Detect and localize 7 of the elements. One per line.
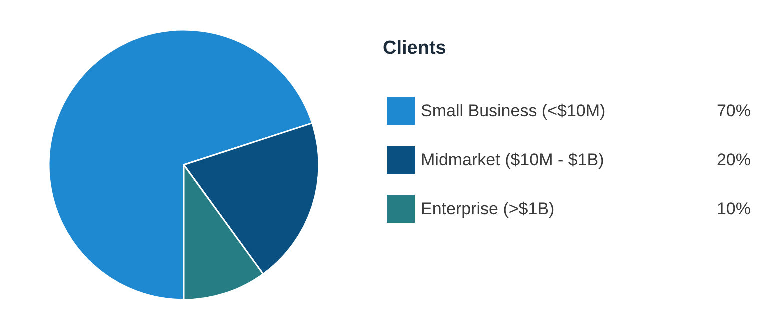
data-label: 70% — [716, 102, 751, 120]
legend-label: Enterprise (>$1B) — [421, 200, 555, 218]
legend-label: Small Business (<$10M) — [421, 102, 606, 120]
legend-title: Clients — [383, 38, 446, 59]
legend-label: Midmarket ($10M - $1B) — [421, 150, 604, 170]
data-label: 20% — [716, 150, 751, 170]
data-label: 10% — [716, 200, 751, 218]
